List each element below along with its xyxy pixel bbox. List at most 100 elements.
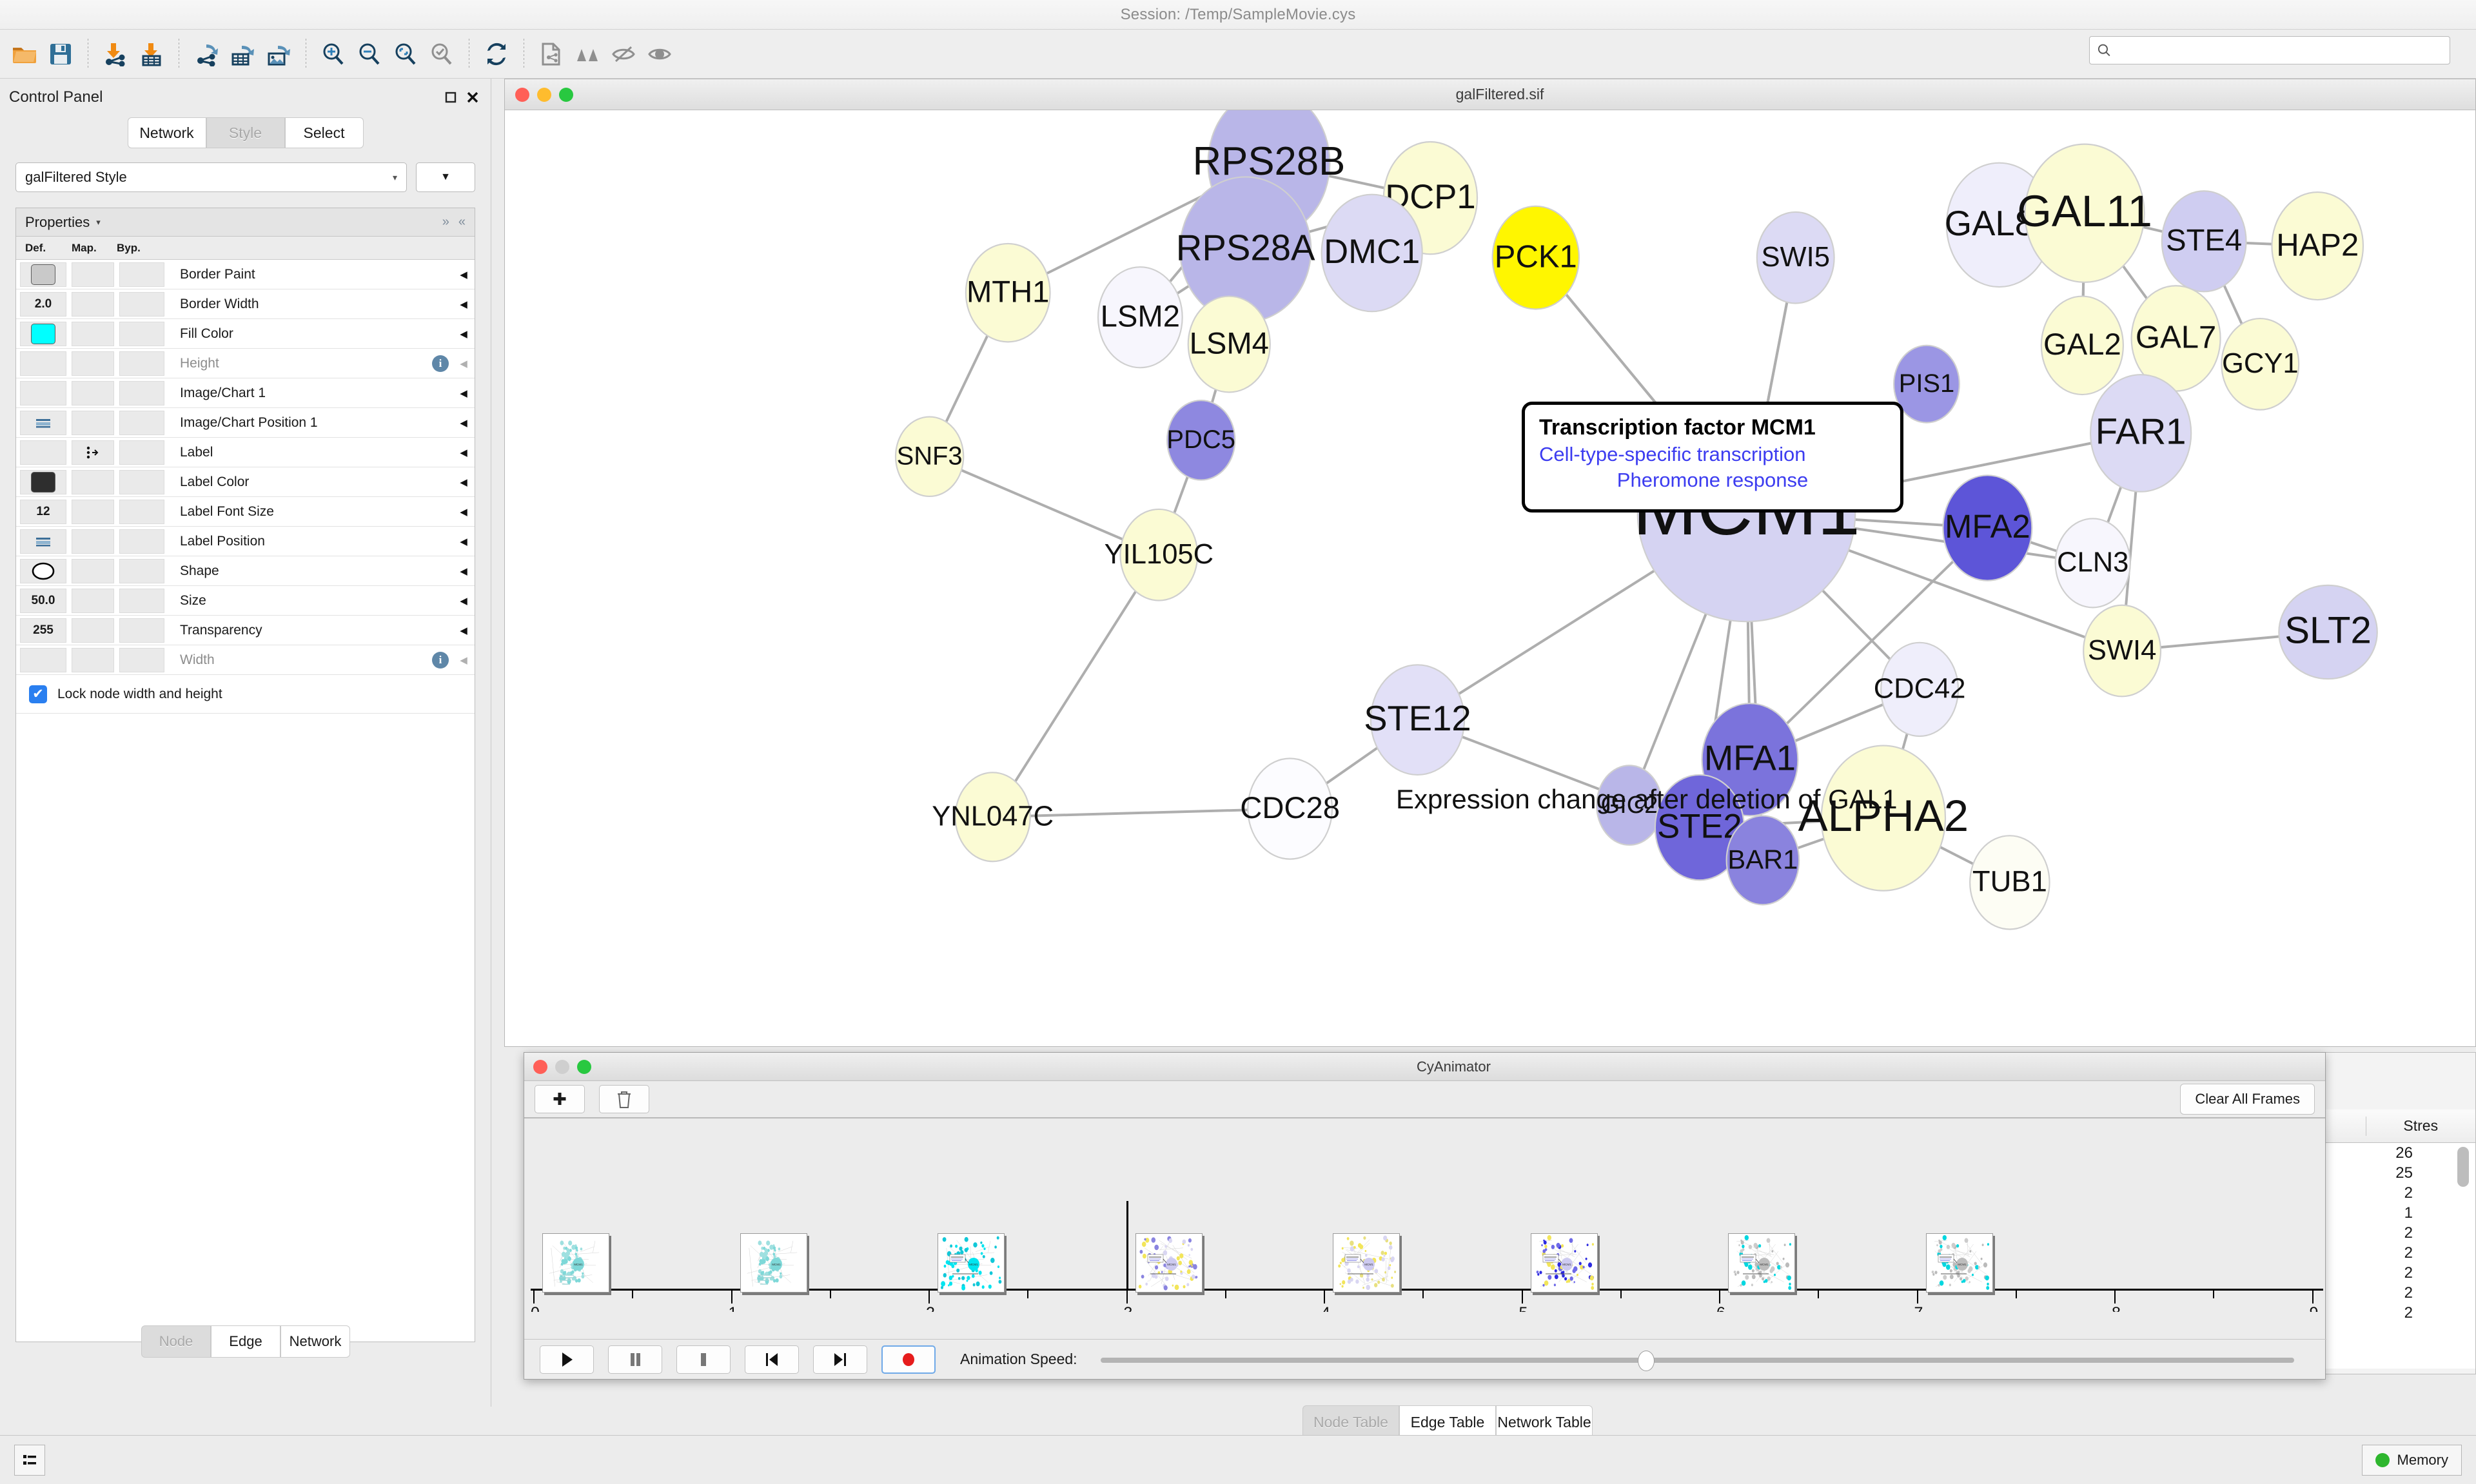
grid-layout-icon[interactable] xyxy=(569,34,605,74)
network-node[interactable]: HAP2 xyxy=(2271,191,2364,301)
close-window-button[interactable] xyxy=(533,1059,547,1074)
property-default-cell[interactable] xyxy=(20,647,66,672)
property-default-cell[interactable] xyxy=(20,529,66,554)
style-menu-button[interactable]: ▼ xyxy=(416,162,475,192)
property-row[interactable]: 2.0 Border Width ◀ xyxy=(16,289,475,319)
property-mapping-cell[interactable] xyxy=(72,618,114,643)
table-row[interactable]: 2 xyxy=(2257,1303,2475,1323)
minimize-window-button[interactable] xyxy=(537,87,551,102)
network-node[interactable]: ALPHA2 xyxy=(1798,745,1969,892)
record-button[interactable] xyxy=(881,1345,936,1374)
maximize-window-button[interactable] xyxy=(559,87,573,102)
tab-style[interactable]: Style xyxy=(206,117,285,148)
network-node[interactable]: STE12 xyxy=(1364,664,1471,776)
property-default-cell[interactable] xyxy=(20,469,66,494)
property-expand-arrow[interactable]: ◀ xyxy=(460,506,467,518)
table-scrollbar[interactable] xyxy=(2457,1147,2469,1343)
network-node[interactable]: STE4 xyxy=(2161,190,2247,293)
property-bypass-cell[interactable] xyxy=(119,380,164,405)
property-default-cell[interactable] xyxy=(20,410,66,435)
step-back-button[interactable] xyxy=(745,1345,799,1374)
network-node[interactable]: PIS1 xyxy=(1893,344,1960,424)
network-node[interactable]: MFA2 xyxy=(1942,474,2033,581)
network-node[interactable]: LSM4 xyxy=(1187,295,1271,393)
tab-node[interactable]: Node xyxy=(141,1325,211,1358)
color-swatch[interactable] xyxy=(31,471,55,493)
property-expand-arrow[interactable]: ◀ xyxy=(460,565,467,577)
tab-select[interactable]: Select xyxy=(284,117,364,148)
tab-network-table[interactable]: Network Table xyxy=(1496,1405,1593,1439)
tab-edge-table[interactable]: Edge Table xyxy=(1399,1405,1496,1439)
network-edge[interactable] xyxy=(1749,527,1989,761)
property-expand-arrow[interactable]: ◀ xyxy=(460,358,467,369)
network-node[interactable]: RPS28B xyxy=(1193,110,1346,237)
timeline-frame[interactable]: MCM1 xyxy=(1333,1233,1400,1293)
property-mapping-cell[interactable] xyxy=(72,469,114,494)
property-expand-arrow[interactable]: ◀ xyxy=(460,417,467,429)
window-buttons[interactable] xyxy=(533,1059,591,1074)
property-bypass-cell[interactable] xyxy=(119,440,164,465)
network-node[interactable]: SWI5 xyxy=(1756,211,1835,304)
window-buttons[interactable] xyxy=(515,87,573,102)
network-node[interactable]: FAR1 xyxy=(2090,374,2192,493)
property-bypass-cell[interactable] xyxy=(119,618,164,643)
network-node[interactable]: GAL11 xyxy=(2017,143,2152,283)
table-row[interactable]: 1 xyxy=(2257,1203,2475,1223)
property-default-cell[interactable]: 50.0 xyxy=(20,588,66,613)
minimize-window-button[interactable] xyxy=(555,1059,569,1074)
network-edge[interactable] xyxy=(992,807,1290,819)
save-icon[interactable] xyxy=(43,34,79,74)
property-row[interactable]: 50.0 Size ◀ xyxy=(16,586,475,616)
timeline-frame[interactable]: MCM1 xyxy=(938,1233,1005,1293)
timeline-frame[interactable]: MCM1 xyxy=(1925,1233,1993,1293)
property-row[interactable]: Fill Color ◀ xyxy=(16,319,475,349)
close-icon[interactable] xyxy=(464,88,482,106)
tab-network[interactable]: Network xyxy=(127,117,206,148)
property-bypass-cell[interactable] xyxy=(119,291,164,317)
zoom-out-icon[interactable] xyxy=(351,34,388,74)
property-expand-arrow[interactable]: ◀ xyxy=(460,328,467,340)
network-node[interactable]: SWI4 xyxy=(2083,604,2162,698)
table-row[interactable]: 2 xyxy=(2257,1243,2475,1263)
add-frame-button[interactable]: ✚ xyxy=(535,1085,585,1113)
search-input[interactable] xyxy=(2117,42,2442,59)
property-row[interactable]: Shape ◀ xyxy=(16,556,475,586)
network-node[interactable]: CDC28 xyxy=(1240,757,1340,860)
property-mapping-cell[interactable] xyxy=(72,558,114,583)
timeline-frame[interactable]: MCM1 xyxy=(1135,1233,1203,1293)
network-canvas[interactable]: RPS28B DCP1 RPS28A DMC1 PCK1 SWI5 GAL80 GAL11 ST… xyxy=(505,110,2475,1046)
network-node[interactable]: CDC42 xyxy=(1874,641,1966,737)
property-row[interactable]: Label Position ◀ xyxy=(16,527,475,556)
property-mapping-cell[interactable] xyxy=(72,410,114,435)
timeline-frame[interactable]: MCM1 xyxy=(542,1233,609,1293)
playhead[interactable] xyxy=(1126,1201,1128,1289)
column-header-stress[interactable]: Stres xyxy=(2403,1117,2439,1134)
color-swatch[interactable] xyxy=(31,323,55,344)
pause-button[interactable] xyxy=(608,1345,662,1374)
property-bypass-cell[interactable] xyxy=(119,499,164,524)
property-default-cell[interactable] xyxy=(20,558,66,583)
chevron-down-icon[interactable]: ▾ xyxy=(96,217,101,227)
property-expand-arrow[interactable]: ◀ xyxy=(460,298,467,310)
property-expand-arrow[interactable]: ◀ xyxy=(460,536,467,547)
property-bypass-cell[interactable] xyxy=(119,647,164,672)
trash-icon[interactable] xyxy=(599,1085,649,1113)
property-row[interactable]: Height i ◀ xyxy=(16,349,475,378)
property-default-cell[interactable] xyxy=(20,440,66,465)
refresh-icon[interactable] xyxy=(478,34,515,74)
style-select[interactable]: galFiltered Style ▾ xyxy=(15,162,407,192)
property-default-cell[interactable] xyxy=(20,321,66,346)
property-default-cell[interactable]: 2.0 xyxy=(20,291,66,317)
property-bypass-cell[interactable] xyxy=(119,558,164,583)
property-mapping-cell[interactable] xyxy=(72,440,114,465)
memory-status-button[interactable]: Memory xyxy=(2361,1444,2462,1476)
property-bypass-cell[interactable] xyxy=(119,262,164,287)
table-row[interactable]: 2 xyxy=(2257,1183,2475,1203)
import-network-icon[interactable] xyxy=(97,34,133,74)
property-default-cell[interactable] xyxy=(20,351,66,376)
property-bypass-cell[interactable] xyxy=(119,321,164,346)
maximize-window-button[interactable] xyxy=(577,1059,591,1074)
property-expand-arrow[interactable]: ◀ xyxy=(460,625,467,636)
property-row[interactable]: 12 Label Font Size ◀ xyxy=(16,497,475,527)
timeline-frame[interactable]: MCM1 xyxy=(1530,1233,1598,1293)
